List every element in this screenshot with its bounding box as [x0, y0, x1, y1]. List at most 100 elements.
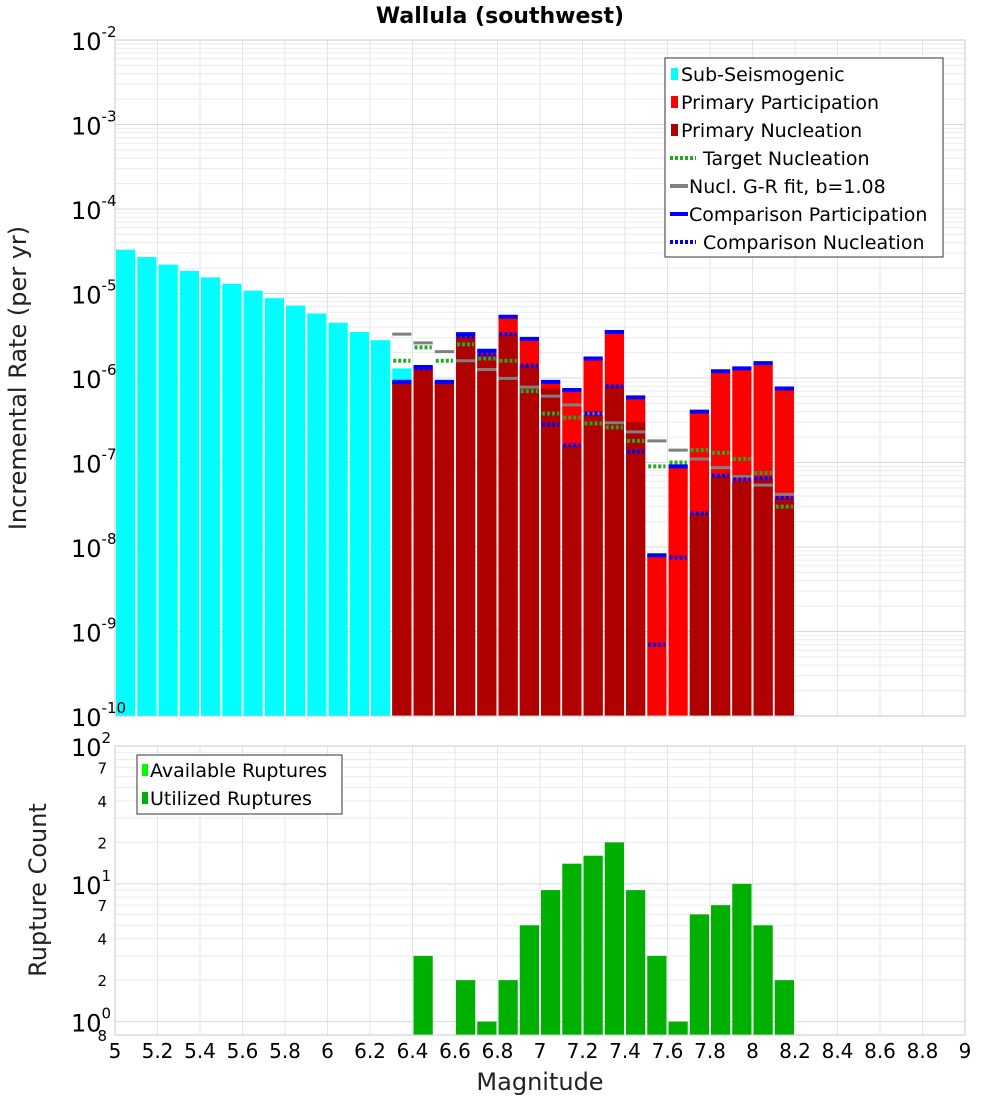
- utilized-ruptures-bar: [668, 1021, 688, 1035]
- legend-label: Primary Participation: [681, 92, 879, 114]
- x-tick-label: 7.6: [652, 1039, 684, 1063]
- primary-nucleation-bar: [562, 445, 582, 716]
- top-legend: Sub-Seismogenic Primary Participation Prim…: [664, 57, 944, 258]
- utilized-ruptures-bar: [774, 980, 794, 1035]
- y-tick-label: 10-7: [71, 446, 117, 479]
- utilized-ruptures-bar: [647, 955, 667, 1035]
- primary-nucleation-bar: [477, 354, 497, 716]
- utilized-ruptures-bar: [562, 863, 582, 1035]
- y-tick-label: 100: [71, 1005, 111, 1038]
- primary-nucleation-bar: [774, 498, 794, 716]
- utilized-ruptures-bar: [541, 890, 561, 1035]
- y-tick-label: 10-5: [71, 277, 117, 310]
- utilized-ruptures-bar: [689, 914, 709, 1035]
- top-bars: [116, 249, 794, 716]
- legend-swatch: [671, 68, 678, 80]
- x-tick-label: 5.2: [142, 1039, 174, 1063]
- legend-label: Available Ruptures: [150, 760, 327, 782]
- x-tick-label: 7.4: [609, 1039, 641, 1063]
- y-minor-tick-label: 8: [97, 1027, 107, 1045]
- primary-nucleation-bar: [413, 368, 433, 716]
- x-tick-label: 7.8: [694, 1039, 726, 1063]
- bottom-grid: [114, 746, 966, 1035]
- utilized-ruptures-bar: [498, 980, 518, 1035]
- sub-seismogenic-bar: [137, 257, 157, 716]
- y-tick-label: 10-8: [71, 530, 117, 563]
- sub-seismogenic-bar: [243, 290, 263, 716]
- x-tick-label: 8.8: [907, 1039, 939, 1063]
- legend-label: Comparison Nucleation: [703, 232, 925, 254]
- bottom-bars: [413, 842, 794, 1035]
- chart-title: Wallula (southwest): [376, 4, 624, 29]
- x-tick-label: 7: [534, 1039, 547, 1063]
- sub-seismogenic-bar: [116, 249, 136, 716]
- legend-label: Primary Nucleation: [681, 120, 862, 142]
- primary-nucleation-bar: [456, 336, 476, 716]
- sub-seismogenic-bar: [371, 340, 391, 716]
- legend-label: Target Nucleation: [702, 148, 870, 170]
- legend-label: Nucl. G-R fit, b=1.08: [689, 176, 886, 198]
- utilized-ruptures-bar: [413, 955, 433, 1035]
- utilized-ruptures-bar: [626, 890, 646, 1035]
- y-tick-label: 101: [71, 867, 111, 900]
- utilized-ruptures-bar: [711, 905, 731, 1035]
- x-tick-label: 8.6: [864, 1039, 896, 1063]
- primary-nucleation-bar: [626, 422, 646, 716]
- x-tick-label: 9: [959, 1039, 972, 1063]
- utilized-ruptures-bar: [519, 925, 539, 1035]
- y-minor-tick-label: 7: [97, 759, 107, 777]
- x-tick-label: 5.6: [227, 1039, 259, 1063]
- legend-label: Utilized Ruptures: [150, 788, 312, 810]
- x-ticks: 5 5.2 5.4 5.6 5.8 6 6.2 6.4 6.6 6.8 7 7.2 7.4 7.6 7.8 8…: [109, 1039, 972, 1063]
- primary-nucleation-bar: [519, 365, 539, 716]
- x-tick-label: 5.8: [269, 1039, 301, 1063]
- primary-nucleation-bar: [583, 411, 603, 716]
- primary-nucleation-bar: [711, 475, 731, 716]
- sub-seismogenic-bar: [349, 332, 369, 716]
- x-axis-label: Magnitude: [476, 1068, 603, 1096]
- sub-seismogenic-bar: [307, 313, 327, 716]
- x-tick-label: 6: [321, 1039, 334, 1063]
- utilized-ruptures-bar: [583, 855, 603, 1035]
- top-line-markers: [392, 314, 794, 647]
- y-minor-tick-label: 7: [97, 897, 107, 915]
- y-minor-tick-label: 4: [97, 793, 107, 811]
- legend-swatch: [671, 124, 678, 136]
- x-tick-label: 6.4: [397, 1039, 429, 1063]
- utilized-ruptures-bar: [732, 883, 752, 1035]
- primary-nucleation-bar: [753, 478, 773, 716]
- utilized-ruptures-bar: [604, 842, 624, 1035]
- sub-seismogenic-bar: [264, 298, 284, 716]
- primary-nucleation-bar: [498, 334, 518, 716]
- bottom-plot-area: Available Ruptures Utilized Ruptures 8 2 4 7 2…: [71, 729, 971, 1063]
- x-tick-label: 5.4: [184, 1039, 216, 1063]
- utilized-ruptures-bar: [477, 1021, 497, 1035]
- top-plot-area: 10-10 10-9 10-8 10-7 10-6 10-5 10-4 10-3 10-2 Sub…: [71, 23, 966, 732]
- bottom-legend: Available Ruptures Utilized Ruptures: [136, 754, 343, 815]
- sub-seismogenic-bar: [328, 322, 348, 716]
- legend-label: Comparison Participation: [689, 204, 927, 226]
- legend-box: [136, 754, 343, 815]
- x-tick-label: 7.2: [567, 1039, 599, 1063]
- utilized-ruptures-bar: [456, 980, 476, 1035]
- legend-box: [664, 57, 944, 258]
- y-tick-label: 102: [71, 729, 111, 762]
- legend-swatch: [142, 792, 148, 804]
- primary-nucleation-bar: [689, 513, 709, 716]
- sub-seismogenic-bar: [201, 277, 221, 716]
- top-chart-y-axis-label: Incremental Rate (per yr): [4, 226, 32, 530]
- primary-participation-bar: [647, 555, 667, 716]
- primary-nucleation-bar: [541, 388, 561, 716]
- primary-participation-bar: [668, 466, 688, 716]
- x-tick-label: 6.6: [439, 1039, 471, 1063]
- primary-nucleation-bar: [434, 381, 454, 716]
- y-tick-label: 10-9: [71, 615, 117, 648]
- legend-swatch: [671, 96, 678, 108]
- sub-seismogenic-bar: [179, 270, 199, 716]
- y-tick-label: 10-2: [71, 23, 117, 56]
- utilized-ruptures-bar: [753, 925, 773, 1035]
- x-tick-label: 6.2: [354, 1039, 386, 1063]
- sub-seismogenic-bar: [286, 305, 306, 716]
